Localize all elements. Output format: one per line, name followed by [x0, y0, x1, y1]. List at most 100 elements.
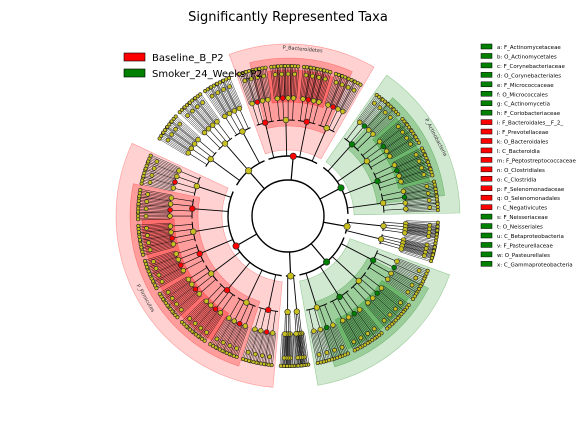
tree-branch: [334, 78, 348, 108]
tree-node: [177, 121, 183, 127]
tree-node: [416, 268, 422, 273]
tree-branch: [284, 333, 286, 366]
tree-branch: [382, 196, 405, 201]
tree-branch: [377, 118, 403, 140]
tree-branch: [204, 91, 223, 119]
tree-branch: [139, 235, 172, 241]
tree-branch: [224, 116, 237, 136]
tree-branch: [228, 78, 242, 108]
tree-branch: [403, 239, 436, 246]
tree-node: [300, 96, 306, 102]
tree-branch: [405, 220, 438, 223]
tree-node: [282, 331, 288, 337]
tree-branch: [336, 79, 350, 109]
phylum-label: P_Bacteroidetes: [282, 45, 323, 55]
tree-branch: [368, 150, 387, 164]
tree-branch: [402, 242, 435, 251]
tree-branch: [357, 310, 378, 337]
tree-node: [195, 136, 201, 143]
tree-branch: [150, 156, 180, 170]
tree-branch: [216, 84, 232, 113]
tree-branch: [184, 107, 207, 131]
tree-node: [223, 287, 231, 294]
tree-branch: [214, 85, 231, 114]
taxa-legend-swatch: [480, 213, 493, 220]
tree-branch: [405, 207, 438, 210]
tree-branch: [393, 267, 423, 283]
tree-branch: [383, 202, 406, 206]
tree-branch: [368, 105, 391, 130]
tree-branch: [313, 308, 321, 330]
tree-branch: [205, 90, 224, 118]
tree-node: [408, 141, 413, 147]
tree-branch: [195, 97, 216, 124]
tree-branch: [221, 321, 237, 351]
tree-node: [196, 291, 203, 297]
tree-branch: [258, 331, 266, 364]
tree-branch: [220, 294, 234, 313]
tree-node: [203, 298, 210, 304]
tree-node: [290, 95, 297, 101]
tree-branch: [324, 304, 334, 326]
tree-branch: [370, 300, 393, 324]
tree-branch: [297, 311, 300, 334]
tree-node: [265, 306, 272, 314]
tree-branch: [373, 112, 397, 135]
tree-branch: [215, 84, 232, 113]
tree-branch: [369, 301, 392, 325]
tree-node: [409, 282, 415, 288]
tree-branch: [265, 332, 272, 365]
tree-branch: [188, 267, 208, 280]
tree-node: [391, 162, 398, 168]
tree-node: [142, 259, 147, 264]
tree-branch: [172, 120, 197, 142]
tree-branch: [310, 68, 317, 101]
tree-branch: [329, 75, 342, 106]
tree-node: [168, 229, 174, 235]
tree-branch: [397, 161, 428, 174]
tree-branch: [276, 66, 280, 99]
tree-node: [421, 172, 427, 177]
tree-node: [209, 93, 215, 99]
taxa-legend-label: s: F_Neisseriaceae: [497, 215, 548, 221]
tree-node: [169, 132, 174, 137]
tree-branch: [294, 333, 297, 366]
tree-node: [323, 125, 330, 132]
tree-node: [400, 188, 407, 195]
tree-node: [145, 233, 150, 238]
tree-node: [424, 242, 430, 248]
tree-branch: [373, 296, 398, 319]
tree-branch: [148, 258, 179, 271]
tree-branch: [146, 164, 178, 177]
tree-branch: [402, 182, 435, 190]
tree-branch: [341, 320, 358, 350]
tree-branch: [402, 244, 434, 253]
tree-branch: [404, 233, 437, 239]
tree-branch: [278, 66, 281, 99]
tree-node: [215, 90, 221, 95]
tree-branch: [189, 102, 211, 128]
tree-branch: [347, 202, 384, 209]
tree-branch: [300, 333, 305, 366]
tree-node: [361, 123, 368, 129]
tree-branch: [394, 151, 424, 166]
tree-branch: [346, 122, 360, 140]
tree-node: [378, 236, 385, 243]
tree-branch: [361, 307, 383, 333]
tree-node: [402, 230, 408, 236]
tree-branch: [370, 108, 394, 133]
tree-node: [245, 167, 253, 175]
tree-branch: [295, 66, 298, 99]
tree-branch: [212, 85, 230, 114]
tree-branch: [405, 198, 438, 203]
tree-node: [340, 108, 346, 115]
tree-branch: [253, 69, 261, 102]
taxa-legend-label: b: O_Actinomycetales: [497, 54, 557, 60]
tree-branch: [400, 251, 431, 262]
tree-node: [396, 112, 401, 117]
tree-branch: [141, 182, 173, 191]
tree-branch: [339, 81, 355, 111]
tree-branch: [381, 235, 404, 241]
tree-node: [248, 76, 254, 82]
tree-branch: [245, 72, 255, 103]
